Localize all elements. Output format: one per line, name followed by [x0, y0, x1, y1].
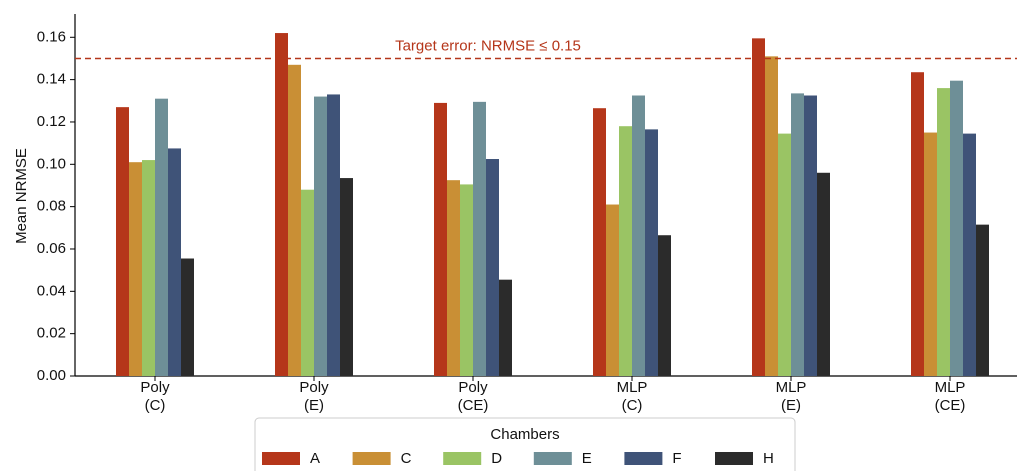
bar [473, 101, 486, 377]
y-tick-label: 0.08 [37, 198, 66, 215]
bar [275, 33, 288, 376]
bar [817, 172, 830, 376]
bar [288, 64, 301, 377]
bar [486, 159, 499, 376]
y-axis-label: Mean NRMSE [13, 148, 30, 244]
y-tick-label: 0.12 [37, 113, 66, 130]
y-tick-label: 0.16 [37, 28, 66, 45]
bar [155, 98, 168, 377]
legend-label: C [401, 450, 412, 467]
legend-label: D [491, 450, 502, 467]
legend-swatch [533, 452, 572, 465]
bar [658, 235, 671, 376]
bar [460, 184, 473, 376]
bar [314, 96, 327, 376]
x-tick-label: MLP (CE) [935, 379, 966, 414]
bar [181, 258, 194, 376]
bar [168, 148, 181, 376]
bar [963, 133, 976, 376]
bar [632, 95, 645, 376]
reference-label: Target error: NRMSE ≤ 0.15 [395, 37, 581, 54]
legend-swatch [715, 452, 753, 465]
bar [606, 204, 619, 376]
y-tick-label: 0.00 [37, 367, 66, 384]
y-tick-label: 0.06 [37, 240, 66, 257]
bar [804, 95, 817, 376]
x-tick-label: MLP (C) [617, 379, 648, 414]
bar [924, 132, 937, 376]
bar [645, 129, 658, 376]
legend-swatch [262, 452, 300, 465]
y-tick-label: 0.04 [37, 282, 66, 299]
y-tick-label: 0.14 [37, 71, 66, 88]
bar [129, 162, 142, 376]
x-tick-label: Poly (CE) [458, 379, 489, 414]
y-tick-label: 0.10 [37, 155, 66, 172]
legend-swatch [352, 452, 391, 465]
bar [619, 126, 632, 377]
x-tick-label: Poly (E) [299, 379, 329, 414]
legend-title: Chambers [490, 426, 559, 443]
bar [593, 108, 606, 376]
y-tick-label: 0.02 [37, 325, 66, 342]
bar [142, 160, 155, 376]
legend-label: H [763, 450, 774, 467]
bar [116, 107, 129, 376]
x-tick-label: MLP (E) [776, 379, 807, 414]
legend-label: F [672, 450, 681, 467]
x-tick-label: Poly (C) [140, 379, 170, 414]
bar [937, 88, 950, 376]
legend-swatch [443, 452, 482, 465]
legend-label: A [310, 450, 320, 467]
bar [950, 80, 963, 377]
bar [499, 279, 512, 376]
bar [791, 93, 804, 377]
bar [327, 94, 340, 376]
legend-swatch [624, 452, 663, 465]
bar [765, 56, 778, 377]
bar [911, 72, 924, 377]
bar [976, 224, 989, 376]
bar [340, 178, 353, 376]
bar [301, 189, 314, 376]
bar [434, 102, 447, 376]
bar [447, 180, 460, 376]
bar [778, 133, 791, 376]
legend-label: E [582, 450, 592, 467]
bar [752, 38, 765, 376]
